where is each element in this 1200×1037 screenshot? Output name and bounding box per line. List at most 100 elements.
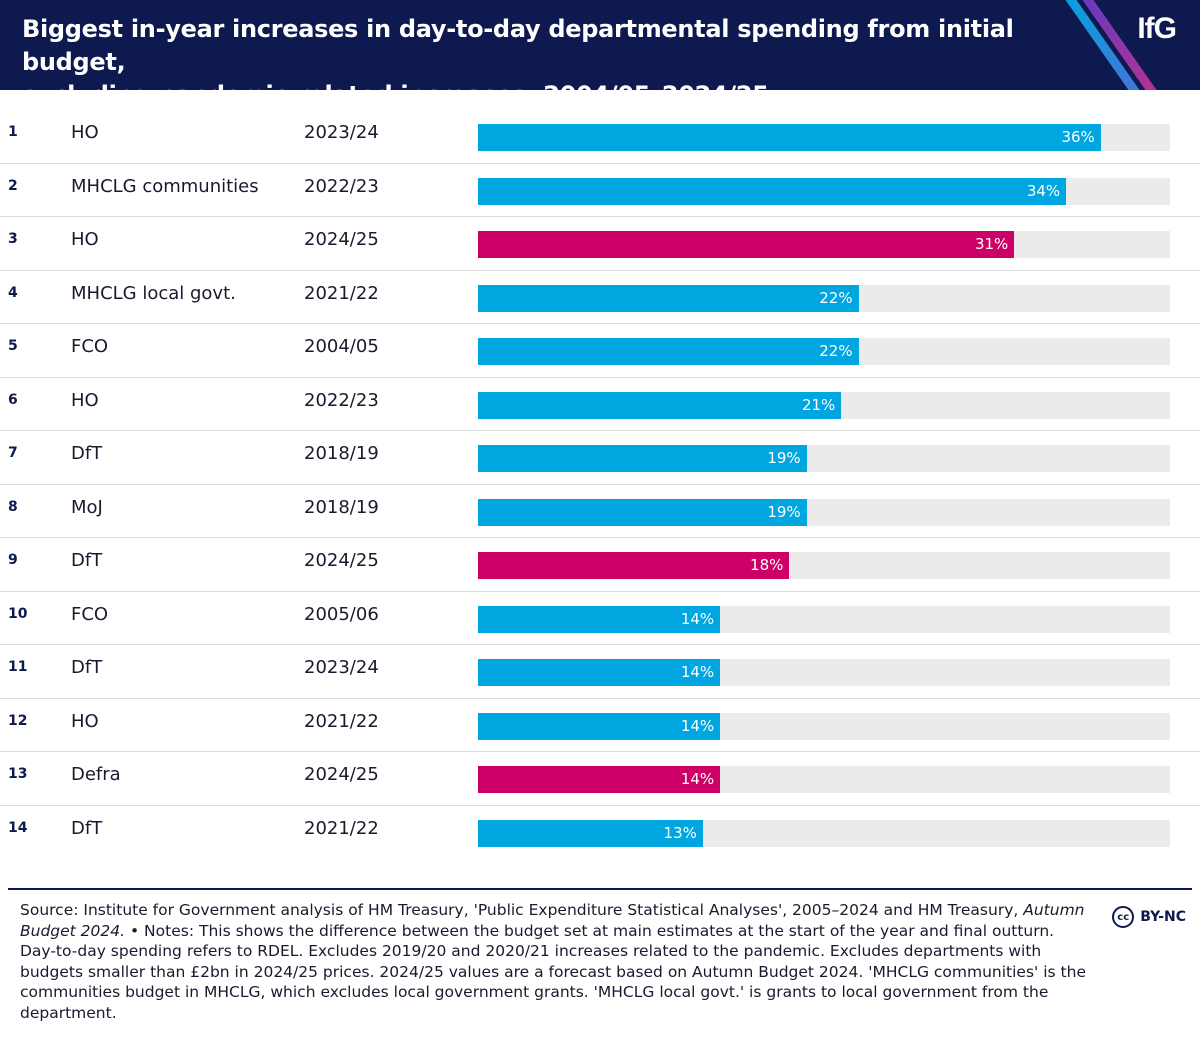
bar-value-label: 18% bbox=[750, 556, 784, 574]
bar-track: 22% bbox=[478, 338, 1170, 365]
creative-commons-icon: cc bbox=[1112, 906, 1135, 928]
bar-value-label: 22% bbox=[819, 288, 853, 307]
bar-track: 14% bbox=[478, 766, 1170, 793]
department-label: MHCLG communities bbox=[71, 175, 259, 197]
year-label: 2021/22 bbox=[304, 817, 379, 839]
year-label: 2021/22 bbox=[304, 282, 379, 304]
row-divider bbox=[0, 269, 1200, 271]
bar-track: 18% bbox=[478, 552, 1170, 579]
chart-row: 13 Defra 2024/25 14% bbox=[0, 752, 1200, 806]
bar-track: 31% bbox=[478, 231, 1170, 258]
bar-track: 13% bbox=[478, 819, 1170, 847]
bar-chart: 1 HO 2023/24 36% 2 MHCLG communities 2022/23 34… bbox=[0, 110, 1200, 860]
chart-row: 12 HO 2021/22 14% bbox=[0, 699, 1200, 752]
year-label: 2023/24 bbox=[304, 122, 379, 143]
department-label: HO bbox=[71, 122, 99, 143]
bar-track: 22% bbox=[478, 284, 1170, 312]
department-label: DfT bbox=[71, 443, 103, 464]
bar-value-label: 34% bbox=[1026, 181, 1061, 200]
bar: 34% bbox=[478, 177, 1067, 205]
rank-label: 6 bbox=[8, 391, 18, 408]
chart-title-line-1: Biggest in-year increases in day-to-day … bbox=[22, 15, 1014, 76]
rank-label: 4 bbox=[8, 284, 18, 301]
year-label: 2022/23 bbox=[304, 175, 379, 197]
bar-track: 21% bbox=[478, 391, 1170, 419]
bar-value-label: 19% bbox=[767, 449, 801, 467]
year-label: 2021/22 bbox=[304, 710, 379, 732]
bar: 14% bbox=[478, 605, 721, 633]
bar: 36% bbox=[478, 124, 1101, 151]
row-divider bbox=[0, 804, 1200, 806]
department-label: MoJ bbox=[71, 496, 103, 518]
year-label: 2022/23 bbox=[304, 389, 379, 411]
row-divider bbox=[0, 430, 1200, 431]
source-notes: Source: Institute for Government analysi… bbox=[20, 900, 1090, 1023]
bar-value-label: 31% bbox=[974, 235, 1009, 253]
bar-value-label: 22% bbox=[819, 342, 853, 360]
row-divider bbox=[0, 697, 1200, 699]
rank-label: 7 bbox=[8, 445, 18, 461]
bar: 18% bbox=[478, 552, 790, 579]
row-divider bbox=[0, 376, 1200, 378]
year-label: 2004/05 bbox=[304, 336, 379, 357]
rank-label: 14 bbox=[8, 819, 28, 836]
year-label: 2024/25 bbox=[304, 550, 379, 571]
bar: 22% bbox=[478, 338, 859, 365]
chart-row: 9 DfT 2024/25 18% bbox=[0, 538, 1200, 592]
rank-label: 11 bbox=[8, 659, 28, 675]
license-label: BY-NC bbox=[1140, 909, 1186, 925]
department-label: HO bbox=[71, 229, 99, 250]
chart-row: 3 HO 2024/25 31% bbox=[0, 217, 1200, 271]
department-label: Defra bbox=[71, 764, 121, 785]
bar-track: 34% bbox=[478, 177, 1170, 205]
bar-value-label: 14% bbox=[680, 663, 715, 681]
bar: 14% bbox=[478, 766, 721, 793]
chart-title: Biggest in-year increases in day-to-day … bbox=[22, 13, 1062, 90]
row-divider bbox=[0, 537, 1200, 538]
bar: 31% bbox=[478, 231, 1015, 258]
rank-label: 8 bbox=[8, 498, 18, 515]
bar-track: 19% bbox=[478, 498, 1170, 526]
bar: 22% bbox=[478, 284, 859, 312]
row-divider bbox=[0, 751, 1200, 752]
bar-value-label: 13% bbox=[663, 823, 697, 842]
rank-label: 12 bbox=[8, 712, 28, 729]
year-label: 2023/24 bbox=[304, 657, 379, 678]
chart-row: 5 FCO 2004/05 22% bbox=[0, 324, 1200, 378]
department-label: FCO bbox=[71, 603, 109, 625]
row-divider bbox=[0, 644, 1200, 645]
rank-label: 10 bbox=[8, 605, 28, 622]
year-label: 2018/19 bbox=[304, 443, 379, 464]
rank-label: 5 bbox=[8, 338, 18, 354]
chart-title-line-2: excluding pandemic-related increases, 20… bbox=[22, 79, 1062, 90]
bar-track: 19% bbox=[478, 445, 1170, 472]
chart-row: 11 DfT 2023/24 14% bbox=[0, 645, 1200, 699]
rank-label: 1 bbox=[8, 124, 18, 140]
bar-value-label: 14% bbox=[680, 716, 715, 735]
ifg-logo: IfG bbox=[1137, 12, 1177, 45]
notes-text: • Notes: This shows the difference betwe… bbox=[20, 921, 1086, 1022]
bar: 19% bbox=[478, 498, 807, 526]
bar: 13% bbox=[478, 819, 703, 847]
chart-row: 8 MoJ 2018/19 19% bbox=[0, 485, 1200, 538]
rank-label: 9 bbox=[8, 552, 18, 568]
source-text: Source: Institute for Government analysi… bbox=[20, 901, 1019, 919]
department-label: MHCLG local govt. bbox=[71, 282, 236, 304]
bar-value-label: 36% bbox=[1061, 128, 1095, 146]
rank-label: 3 bbox=[8, 231, 18, 247]
department-label: FCO bbox=[71, 336, 109, 357]
source-italic: Autumn Budget 2024. bbox=[20, 901, 1085, 940]
row-divider bbox=[0, 216, 1200, 217]
chart-row: 10 FCO 2005/06 14% bbox=[0, 592, 1200, 645]
year-label: 2018/19 bbox=[304, 496, 379, 518]
bar-value-label: 21% bbox=[801, 395, 836, 414]
chart-row: 7 DfT 2018/19 19% bbox=[0, 431, 1200, 485]
chart-row: 1 HO 2023/24 36% bbox=[0, 110, 1200, 164]
footer-divider bbox=[8, 888, 1192, 890]
row-divider bbox=[0, 162, 1200, 164]
bar-track: 14% bbox=[478, 605, 1170, 633]
rank-label: 13 bbox=[8, 766, 28, 782]
chart-header: Biggest in-year increases in day-to-day … bbox=[0, 0, 1200, 90]
bar-track: 36% bbox=[478, 124, 1170, 151]
department-label: DfT bbox=[71, 817, 103, 839]
